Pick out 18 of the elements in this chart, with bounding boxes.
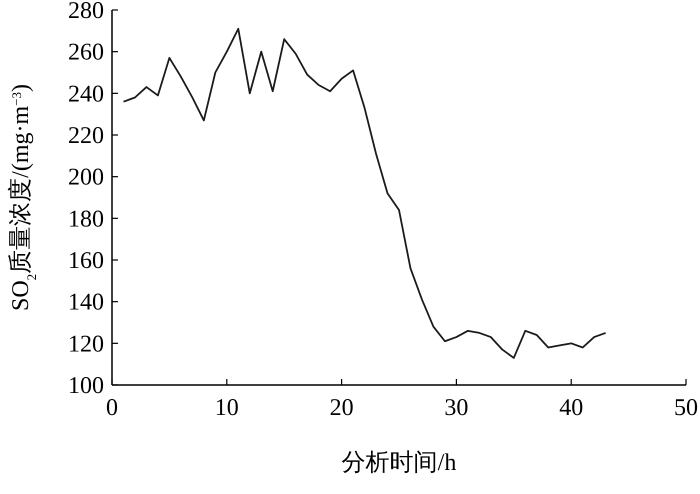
x-tick-label: 50 [674, 395, 698, 421]
y-tick-label: 160 [68, 248, 104, 274]
y-tick-label: 240 [68, 81, 104, 108]
y-tick-label: 200 [68, 164, 104, 191]
x-tick-label: 30 [444, 395, 468, 421]
x-tick-label: 0 [106, 395, 118, 421]
y-tick-label: 140 [68, 290, 104, 316]
x-tick-label: 20 [330, 395, 354, 421]
x-tick-label: 10 [214, 395, 239, 421]
y-tick-label: 220 [68, 123, 104, 149]
line-series [122, 28, 607, 359]
y-tick-label: 100 [68, 373, 104, 399]
y-tick-label: 120 [68, 331, 104, 358]
x-axis-title: 分析时间/h [342, 450, 456, 476]
y-tick-label: 180 [68, 206, 104, 232]
y-tick-label: 260 [68, 40, 104, 66]
x-tick-label: 40 [559, 395, 584, 421]
y-tick-label: 280 [68, 0, 104, 24]
